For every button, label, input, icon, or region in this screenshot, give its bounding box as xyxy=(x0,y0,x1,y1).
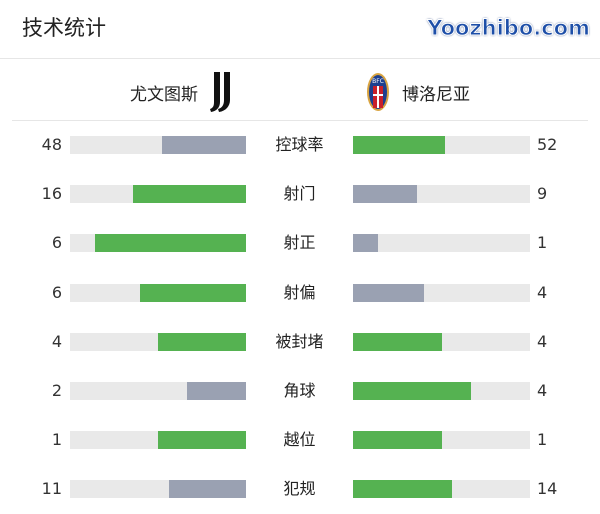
away-value: 9 xyxy=(537,184,548,204)
home-team-name: 尤文图斯 xyxy=(130,84,198,105)
stat-row: 11 犯规 14 xyxy=(0,479,600,499)
home-team: 尤文图斯 xyxy=(130,70,238,114)
home-bar xyxy=(70,480,246,499)
away-value: 1 xyxy=(537,430,548,450)
home-value: 6 xyxy=(51,233,62,253)
away-bar xyxy=(353,136,530,154)
juventus-logo-icon xyxy=(210,72,230,112)
bologna-logo-icon: BFC xyxy=(367,73,389,111)
home-bar xyxy=(70,332,246,351)
away-bar xyxy=(353,480,530,499)
home-bar-fill xyxy=(158,431,246,450)
stat-row: 48 控球率 52 xyxy=(0,135,600,155)
home-bar-fill xyxy=(158,332,246,351)
home-bar xyxy=(70,234,246,253)
away-bar xyxy=(353,431,530,450)
away-bar xyxy=(353,382,530,400)
home-value: 6 xyxy=(51,282,62,302)
stat-label: 越位 xyxy=(283,430,316,450)
home-bar xyxy=(70,382,246,400)
away-value: 4 xyxy=(537,331,548,351)
away-bar-fill xyxy=(353,332,442,351)
home-value: 1 xyxy=(51,430,62,450)
bologna-logo-text: BFC xyxy=(372,78,384,85)
stat-label: 被封堵 xyxy=(275,331,324,351)
away-value: 14 xyxy=(537,479,558,499)
stat-label: 射偏 xyxy=(283,282,316,302)
away-value: 4 xyxy=(537,381,548,400)
stat-row: 2 角球 4 xyxy=(0,381,600,401)
stat-label: 犯规 xyxy=(283,479,316,499)
home-bar-fill xyxy=(168,480,246,499)
home-value: 16 xyxy=(41,184,62,204)
home-bar-fill xyxy=(95,234,246,253)
home-bar xyxy=(70,431,246,450)
stat-label: 射正 xyxy=(283,233,316,253)
stat-row: 16 射门 9 xyxy=(0,184,600,204)
away-bar-fill xyxy=(353,234,379,253)
stat-row: 4 被封堵 4 xyxy=(0,332,600,352)
away-bar xyxy=(353,332,530,351)
watermark: Yoozhibo.com xyxy=(427,16,591,41)
stat-row: 6 射正 1 xyxy=(0,233,600,253)
away-bar xyxy=(353,185,530,204)
away-team: BFC 博洛尼亚 xyxy=(366,70,470,114)
home-value: 4 xyxy=(51,331,62,351)
divider xyxy=(0,58,600,59)
away-bar-fill xyxy=(353,136,446,154)
away-bar-fill xyxy=(353,480,453,499)
stat-row: 6 射偏 4 xyxy=(0,283,600,303)
stat-row: 1 越位 1 xyxy=(0,430,600,450)
away-team-name: 博洛尼亚 xyxy=(402,84,470,105)
home-bar-fill xyxy=(133,185,246,204)
away-bar-fill xyxy=(353,283,424,302)
away-value: 52 xyxy=(537,135,558,154)
away-bar-fill xyxy=(353,382,471,400)
stat-label: 射门 xyxy=(283,184,316,204)
home-value: 48 xyxy=(41,135,62,154)
home-bar-fill xyxy=(187,382,246,400)
away-bar xyxy=(353,234,530,253)
home-bar xyxy=(70,185,246,204)
page-title: 技术统计 xyxy=(22,16,106,40)
stat-label: 控球率 xyxy=(275,135,324,154)
home-bar xyxy=(70,136,246,154)
stat-label: 角球 xyxy=(283,381,316,400)
away-value: 1 xyxy=(537,233,548,253)
divider xyxy=(12,120,588,121)
home-bar-fill xyxy=(161,136,246,154)
home-bar-fill xyxy=(140,283,246,302)
away-bar xyxy=(353,283,530,302)
home-value: 11 xyxy=(41,479,62,499)
home-bar xyxy=(70,283,246,302)
home-value: 2 xyxy=(51,381,62,400)
away-value: 4 xyxy=(537,282,548,302)
away-bar-fill xyxy=(353,431,442,450)
away-bar-fill xyxy=(353,185,417,204)
